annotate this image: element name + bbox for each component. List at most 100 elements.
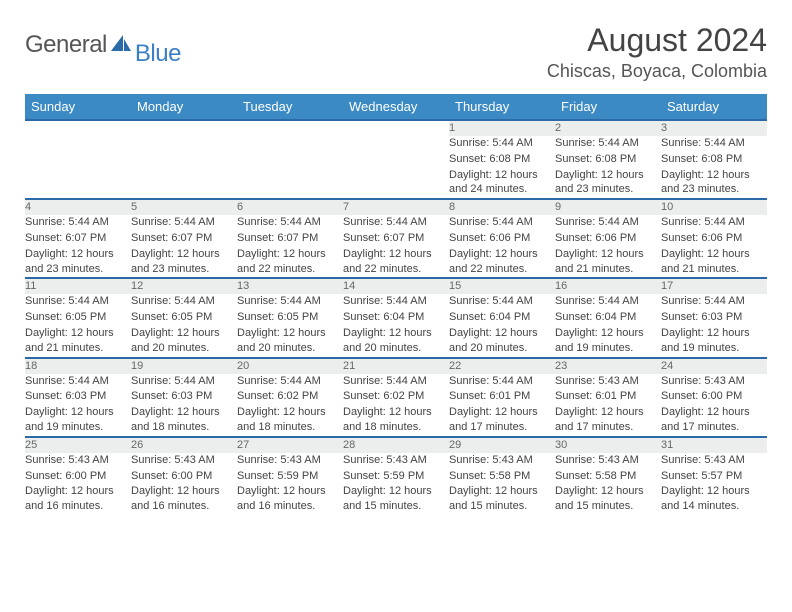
sunset-text: Sunset: 6:02 PM [343, 389, 449, 404]
calendar-table: Sunday Monday Tuesday Wednesday Thursday… [25, 94, 767, 515]
day-number-cell [237, 120, 343, 136]
day-info-cell: Sunrise: 5:44 AMSunset: 6:08 PMDaylight:… [661, 136, 767, 199]
sunset-text: Sunset: 6:07 PM [25, 231, 131, 246]
daylight-text: Daylight: 12 hours and 23 minutes. [555, 168, 661, 198]
sunrise-text: Sunrise: 5:44 AM [237, 374, 343, 389]
sunset-text: Sunset: 6:08 PM [661, 152, 767, 167]
day-info-cell [25, 136, 131, 199]
sunset-text: Sunset: 6:04 PM [343, 310, 449, 325]
day-header: Friday [555, 94, 661, 120]
sunset-text: Sunset: 6:06 PM [555, 231, 661, 246]
daylight-text: Daylight: 12 hours and 19 minutes. [661, 326, 767, 356]
daylight-text: Daylight: 12 hours and 17 minutes. [555, 405, 661, 435]
day-info-cell: Sunrise: 5:44 AMSunset: 6:05 PMDaylight:… [25, 294, 131, 357]
calendar-body: 123Sunrise: 5:44 AMSunset: 6:08 PMDaylig… [25, 120, 767, 515]
sunrise-text: Sunrise: 5:44 AM [343, 294, 449, 309]
sunrise-text: Sunrise: 5:44 AM [131, 374, 237, 389]
day-info-cell: Sunrise: 5:43 AMSunset: 5:58 PMDaylight:… [449, 453, 555, 515]
day-info-cell: Sunrise: 5:43 AMSunset: 5:58 PMDaylight:… [555, 453, 661, 515]
day-number-cell: 28 [343, 437, 449, 453]
day-number-row: 45678910 [25, 199, 767, 215]
sunrise-text: Sunrise: 5:44 AM [343, 374, 449, 389]
day-number-row: 123 [25, 120, 767, 136]
day-number-cell: 20 [237, 358, 343, 374]
day-number-cell: 13 [237, 278, 343, 294]
day-header: Sunday [25, 94, 131, 120]
day-number-cell [343, 120, 449, 136]
sunset-text: Sunset: 6:03 PM [661, 310, 767, 325]
day-info-cell: Sunrise: 5:44 AMSunset: 6:05 PMDaylight:… [237, 294, 343, 357]
day-info-cell: Sunrise: 5:44 AMSunset: 6:01 PMDaylight:… [449, 374, 555, 437]
sunrise-text: Sunrise: 5:44 AM [661, 215, 767, 230]
day-number-cell: 6 [237, 199, 343, 215]
daylight-text: Daylight: 12 hours and 21 minutes. [661, 247, 767, 277]
day-info-cell: Sunrise: 5:44 AMSunset: 6:06 PMDaylight:… [449, 215, 555, 278]
day-number-cell: 27 [237, 437, 343, 453]
daylight-text: Daylight: 12 hours and 15 minutes. [343, 484, 449, 514]
day-info-row: Sunrise: 5:44 AMSunset: 6:03 PMDaylight:… [25, 374, 767, 437]
day-info-cell: Sunrise: 5:44 AMSunset: 6:03 PMDaylight:… [131, 374, 237, 437]
day-number-cell: 21 [343, 358, 449, 374]
sunrise-text: Sunrise: 5:43 AM [25, 453, 131, 468]
day-header: Tuesday [237, 94, 343, 120]
sunset-text: Sunset: 6:00 PM [25, 469, 131, 484]
daylight-text: Daylight: 12 hours and 17 minutes. [661, 405, 767, 435]
location: Chiscas, Boyaca, Colombia [547, 61, 767, 82]
sunset-text: Sunset: 5:58 PM [449, 469, 555, 484]
daylight-text: Daylight: 12 hours and 18 minutes. [131, 405, 237, 435]
day-info-cell: Sunrise: 5:44 AMSunset: 6:07 PMDaylight:… [237, 215, 343, 278]
logo-text-general: General [25, 31, 107, 59]
daylight-text: Daylight: 12 hours and 19 minutes. [25, 405, 131, 435]
sunrise-text: Sunrise: 5:44 AM [131, 294, 237, 309]
day-number-cell: 8 [449, 199, 555, 215]
sunset-text: Sunset: 6:01 PM [555, 389, 661, 404]
sunset-text: Sunset: 6:08 PM [449, 152, 555, 167]
daylight-text: Daylight: 12 hours and 22 minutes. [343, 247, 449, 277]
sunset-text: Sunset: 6:07 PM [131, 231, 237, 246]
sunset-text: Sunset: 6:02 PM [237, 389, 343, 404]
sunrise-text: Sunrise: 5:43 AM [555, 453, 661, 468]
sunrise-text: Sunrise: 5:44 AM [449, 374, 555, 389]
day-info-cell [343, 136, 449, 199]
sunset-text: Sunset: 6:08 PM [555, 152, 661, 167]
sunrise-text: Sunrise: 5:43 AM [343, 453, 449, 468]
day-header: Wednesday [343, 94, 449, 120]
day-info-cell: Sunrise: 5:44 AMSunset: 6:08 PMDaylight:… [555, 136, 661, 199]
day-number-cell: 30 [555, 437, 661, 453]
sunrise-text: Sunrise: 5:44 AM [343, 215, 449, 230]
daylight-text: Daylight: 12 hours and 20 minutes. [131, 326, 237, 356]
day-number-cell: 12 [131, 278, 237, 294]
day-number-cell: 2 [555, 120, 661, 136]
sunset-text: Sunset: 6:07 PM [343, 231, 449, 246]
sunrise-text: Sunrise: 5:44 AM [25, 294, 131, 309]
day-number-cell: 5 [131, 199, 237, 215]
sunrise-text: Sunrise: 5:44 AM [25, 215, 131, 230]
day-info-cell: Sunrise: 5:44 AMSunset: 6:08 PMDaylight:… [449, 136, 555, 199]
sunrise-text: Sunrise: 5:43 AM [131, 453, 237, 468]
sunset-text: Sunset: 6:03 PM [131, 389, 237, 404]
sunset-text: Sunset: 6:06 PM [661, 231, 767, 246]
day-number-cell: 26 [131, 437, 237, 453]
sunset-text: Sunset: 6:00 PM [661, 389, 767, 404]
sunrise-text: Sunrise: 5:43 AM [449, 453, 555, 468]
day-info-row: Sunrise: 5:44 AMSunset: 6:05 PMDaylight:… [25, 294, 767, 357]
day-number-cell: 9 [555, 199, 661, 215]
day-info-cell: Sunrise: 5:44 AMSunset: 6:07 PMDaylight:… [131, 215, 237, 278]
day-info-cell: Sunrise: 5:43 AMSunset: 5:57 PMDaylight:… [661, 453, 767, 515]
day-info-cell: Sunrise: 5:44 AMSunset: 6:05 PMDaylight:… [131, 294, 237, 357]
day-header: Thursday [449, 94, 555, 120]
day-number-cell: 22 [449, 358, 555, 374]
day-number-row: 18192021222324 [25, 358, 767, 374]
logo-text-blue: Blue [135, 40, 181, 68]
sunset-text: Sunset: 6:06 PM [449, 231, 555, 246]
sunrise-text: Sunrise: 5:44 AM [131, 215, 237, 230]
daylight-text: Daylight: 12 hours and 21 minutes. [25, 326, 131, 356]
sunrise-text: Sunrise: 5:44 AM [661, 294, 767, 309]
daylight-text: Daylight: 12 hours and 19 minutes. [555, 326, 661, 356]
day-number-cell: 19 [131, 358, 237, 374]
day-number-cell: 11 [25, 278, 131, 294]
day-info-cell: Sunrise: 5:44 AMSunset: 6:06 PMDaylight:… [661, 215, 767, 278]
sunset-text: Sunset: 5:59 PM [343, 469, 449, 484]
sunrise-text: Sunrise: 5:44 AM [555, 136, 661, 151]
day-info-cell: Sunrise: 5:44 AMSunset: 6:03 PMDaylight:… [25, 374, 131, 437]
